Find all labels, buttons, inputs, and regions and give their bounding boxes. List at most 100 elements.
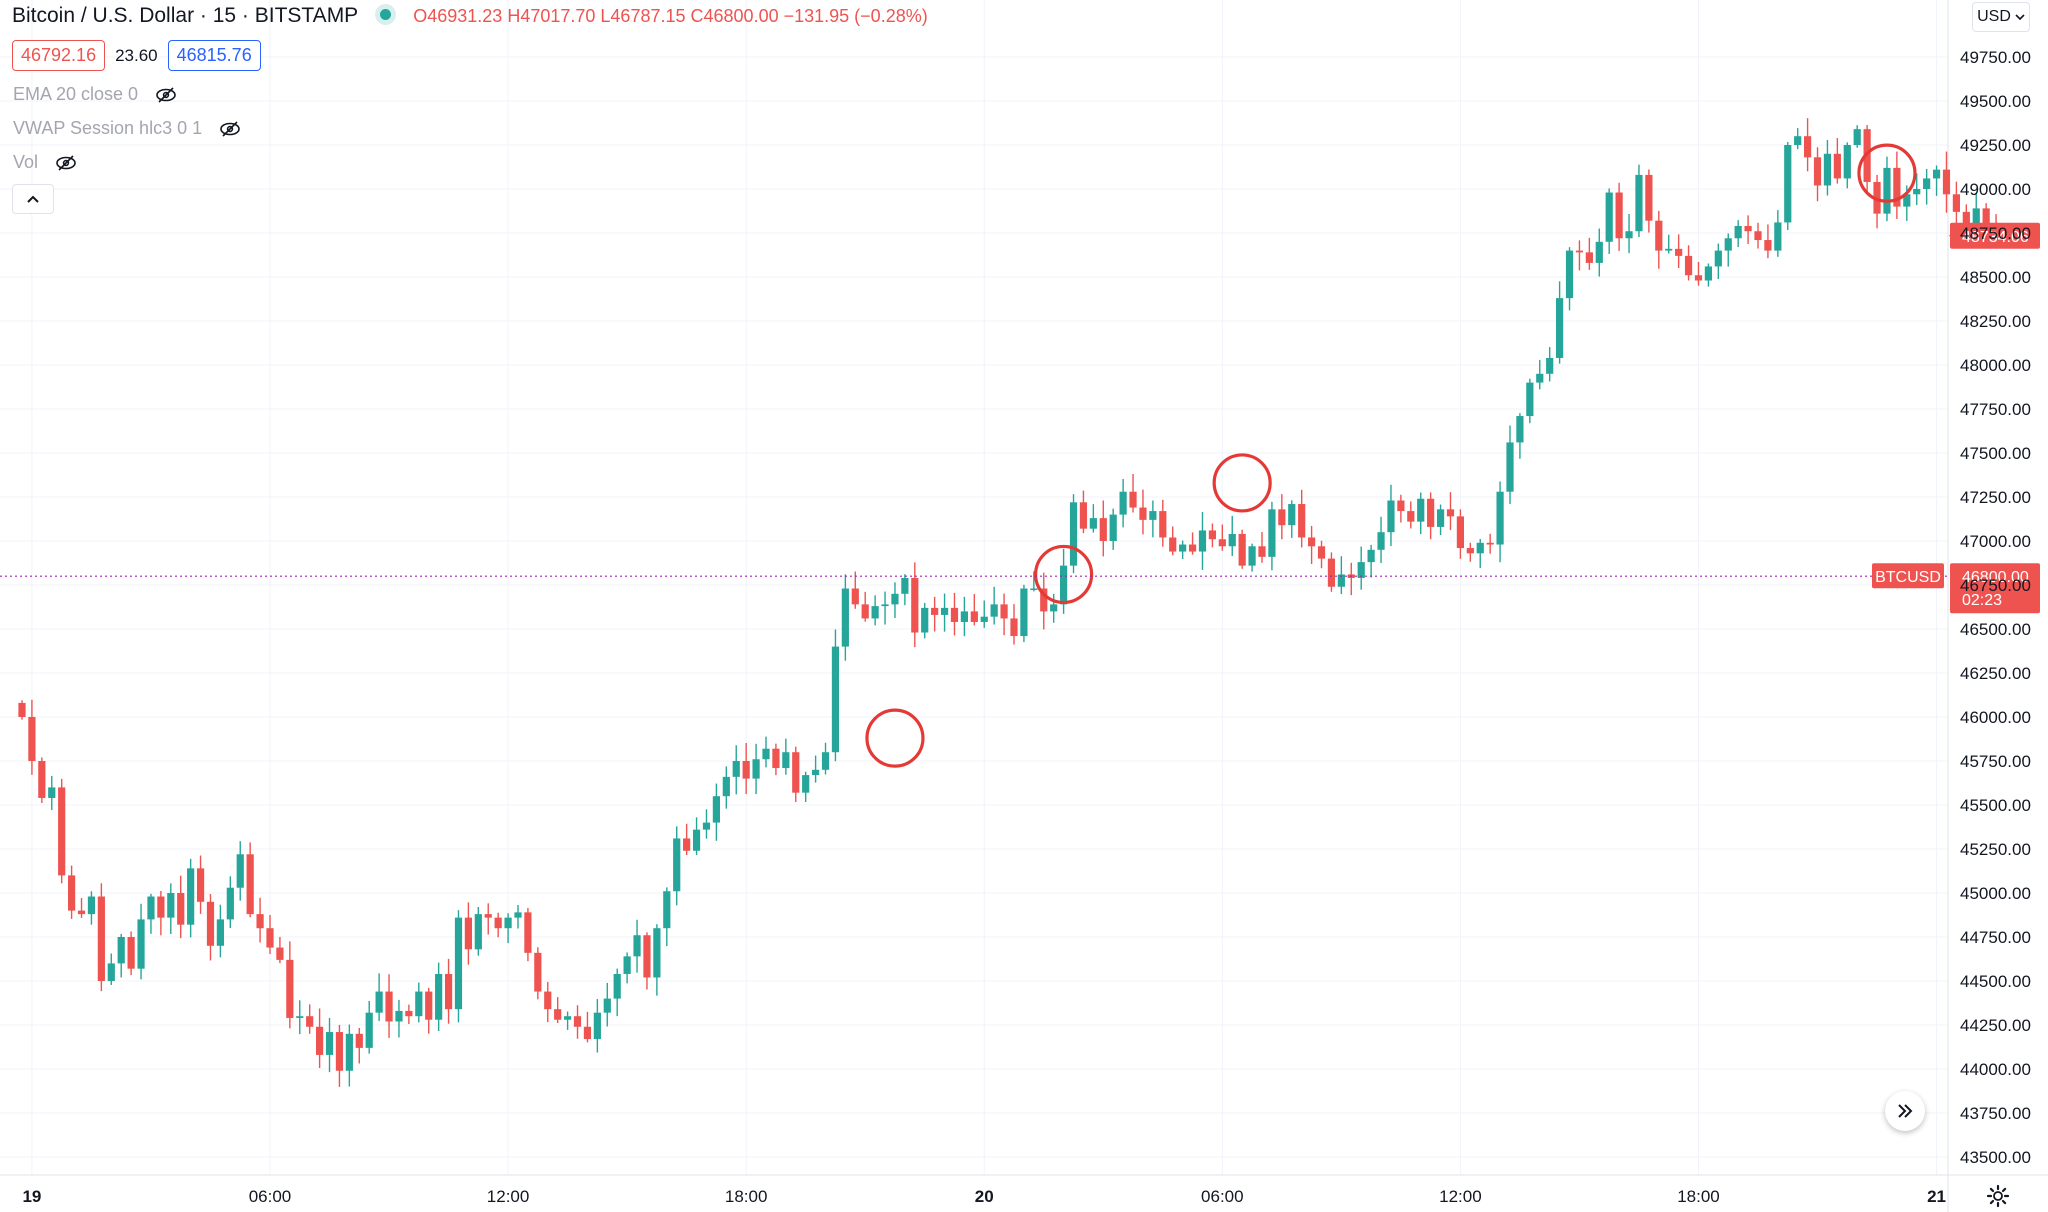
candle-body [732,761,740,777]
scroll-to-realtime-button[interactable] [1885,1091,1925,1131]
candle-body [1962,211,1970,225]
candle-body [1565,250,1574,299]
collapse-legend-button[interactable] [12,184,54,214]
price-tick-label: 44750.00 [1960,928,2031,947]
candle-body [77,910,86,915]
time-axis[interactable]: 1906:0012:0018:002006:0012:0018:002106:0… [22,1187,2048,1206]
candle-body [911,577,919,633]
sell-price-button[interactable]: 46792.16 [12,40,106,71]
candle-body [415,991,423,1017]
currency-selector[interactable]: USD [1972,2,2030,32]
symbol-title[interactable]: Bitcoin / U.S. Dollar · 15 · BITSTAMP [12,4,359,27]
candle-body [1337,574,1345,587]
candle-body [187,868,195,925]
candle-body [514,912,522,918]
candle-body [1813,157,1822,186]
candle-body [1665,248,1673,251]
symbol-legend: Bitcoin / U.S. Dollar · 15 · BITSTAMP O46… [12,4,928,28]
candle-body [851,588,859,605]
indicator-ema[interactable]: EMA 20 close 0 [13,84,177,105]
candle-body [454,917,463,1010]
candle-body [901,577,909,594]
candle-body [1010,618,1018,637]
candle-body [762,748,770,760]
candle-body [861,604,869,619]
candle-body [38,761,46,798]
gear-icon [1986,1184,2010,1208]
eye-crossed-icon[interactable] [219,121,241,137]
candle-body [1754,231,1762,241]
candle-body [1625,231,1633,239]
candle-body [871,606,879,619]
indicator-label: VWAP Session hlc3 0 1 [13,118,203,138]
candle-body [1556,298,1564,358]
time-tick-label: 18:00 [725,1187,768,1206]
candle-body [484,914,492,918]
price-tick-label: 45250.00 [1960,840,2031,859]
candle-body [1357,562,1365,578]
time-tick-label: 06:00 [1201,1187,1244,1206]
change-value: −131.95 (−0.28%) [783,6,928,26]
time-tick-label: 19 [22,1187,41,1206]
candle-body [444,973,453,1010]
candle-body [1734,225,1742,239]
candle-body [1089,518,1097,529]
candle-body [554,1009,562,1020]
candle-body [1079,502,1088,529]
candle-body [931,607,939,615]
price-tick-label: 45000.00 [1960,884,2031,903]
candle-body [1694,275,1703,281]
price-tick-label: 49250.00 [1960,136,2031,155]
eye-crossed-icon[interactable] [155,87,177,103]
eye-crossed-icon[interactable] [55,155,77,171]
candle-body [325,1032,334,1055]
candle-body [286,959,294,1018]
indicator-volume[interactable]: Vol [13,152,77,173]
close-value: 46800.00 [703,6,779,26]
candle-body [375,991,383,1013]
candle-body [1675,248,1683,256]
candle-body [653,928,661,978]
candle-body [1893,167,1901,207]
candle-body [177,893,185,925]
candle-body [603,998,611,1013]
candle-body [1843,145,1851,179]
candle-body [1823,153,1832,186]
candle-body [1387,500,1395,533]
candle-body [405,1010,413,1017]
price-tick-label: 47500.00 [1960,444,2031,463]
candle-body [157,896,165,918]
chart-settings-button[interactable] [1984,1182,2012,1210]
buy-price-button[interactable]: 46815.76 [167,40,261,71]
candle-body [752,759,760,779]
candle-body [1764,240,1772,251]
candle-body [1704,266,1712,281]
candle-body [782,752,790,769]
candle-body [1546,357,1554,374]
candle-body [137,919,145,969]
candle-body [494,917,502,929]
candle-body [792,752,800,793]
candle-body [960,611,968,622]
open-value: 46931.23 [427,6,503,26]
candle-body [1228,533,1236,547]
candle-body [1526,382,1534,417]
candle-body [1109,514,1117,541]
price-tick-label: 47250.00 [1960,488,2031,507]
candle-body [1982,208,1990,225]
low-value: 46787.15 [610,6,686,26]
candle-body [226,887,234,920]
candle-body [216,919,224,946]
candle-body [1635,174,1643,232]
price-tick-label: 46000.00 [1960,708,2031,727]
indicator-vwap[interactable]: VWAP Session hlc3 0 1 [13,118,241,139]
highlight-circle [865,708,925,768]
market-status-icon [380,8,392,20]
candle-body [1129,491,1137,508]
time-tick-label: 12:00 [487,1187,530,1206]
candle-body [692,829,701,851]
price-axis[interactable]: 43500.00 43750.00 44000.00 44250.00 44500.00… [1960,48,2031,1167]
candle-body [1298,504,1306,538]
